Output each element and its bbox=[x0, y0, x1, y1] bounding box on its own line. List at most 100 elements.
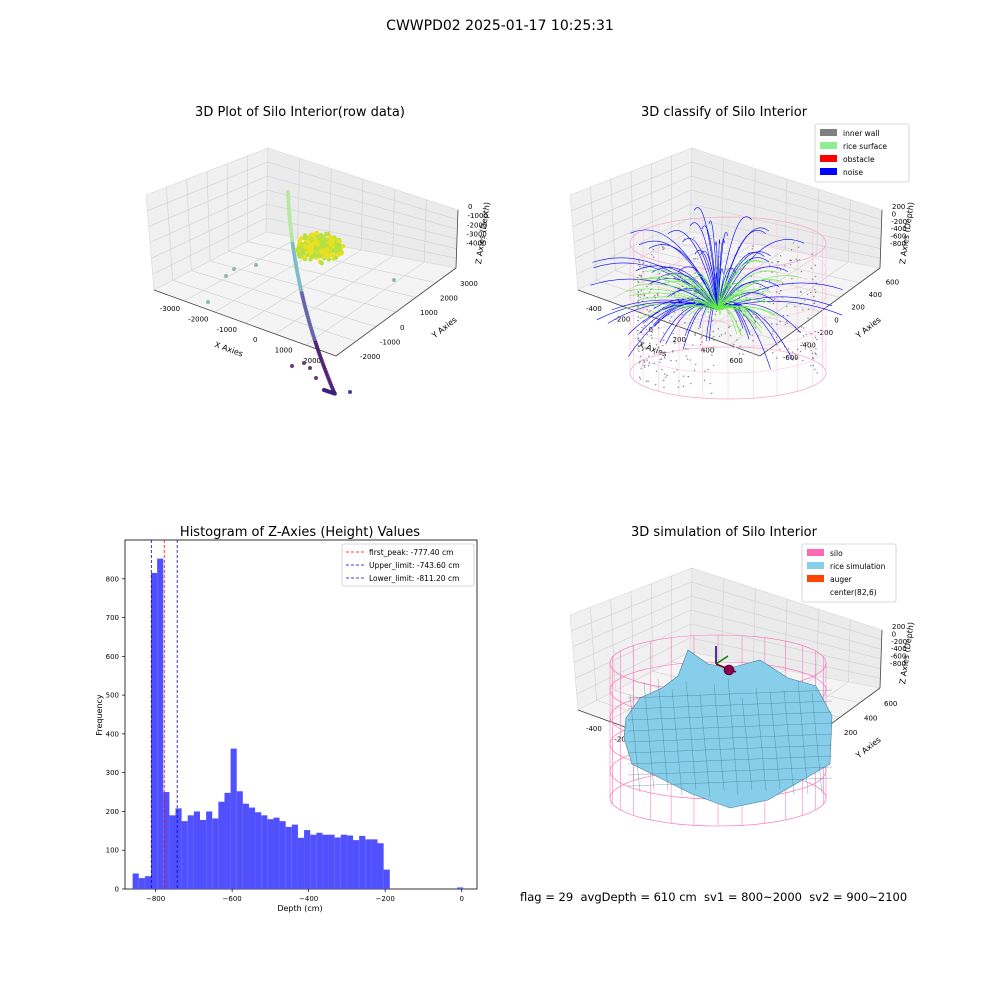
data-point bbox=[330, 248, 336, 253]
data-point bbox=[314, 230, 319, 236]
z-axis-line bbox=[879, 629, 883, 689]
histogram-bar bbox=[151, 572, 158, 889]
data-point bbox=[637, 302, 640, 305]
y-tick-label: 100 bbox=[106, 847, 119, 855]
data-point bbox=[814, 291, 817, 294]
rice-line bbox=[717, 260, 761, 311]
data-point bbox=[693, 258, 695, 260]
y-tick-label: -600 bbox=[783, 354, 799, 362]
rice-line bbox=[665, 274, 719, 311]
data-point bbox=[299, 246, 304, 251]
y-tick-label: 1000 bbox=[420, 309, 438, 317]
rice-line bbox=[692, 272, 719, 311]
data-point bbox=[811, 356, 814, 359]
histogram-bar bbox=[144, 876, 152, 889]
data-point bbox=[659, 358, 661, 361]
data-point bbox=[724, 332, 726, 335]
data-point bbox=[754, 316, 757, 318]
panel-title: 3D simulation of Silo Interior bbox=[631, 525, 818, 540]
noise-line bbox=[693, 207, 719, 311]
grid-line bbox=[152, 217, 267, 275]
data-point bbox=[650, 264, 652, 266]
data-point bbox=[640, 331, 643, 334]
data-point bbox=[799, 303, 801, 306]
data-point bbox=[673, 371, 675, 373]
noise-line bbox=[667, 230, 719, 311]
data-point bbox=[752, 339, 754, 342]
data-point bbox=[693, 237, 695, 239]
data-point bbox=[805, 333, 807, 336]
data-point bbox=[320, 248, 326, 253]
data-point bbox=[639, 265, 641, 268]
data-point bbox=[742, 353, 744, 355]
data-point bbox=[813, 295, 815, 298]
data-point bbox=[658, 346, 660, 348]
data-point bbox=[254, 263, 258, 267]
y-tick-label: 400 bbox=[106, 730, 119, 738]
data-point bbox=[676, 369, 678, 371]
y-tick-label: 600 bbox=[886, 279, 899, 287]
data-point bbox=[302, 243, 308, 248]
y-axis-line bbox=[335, 267, 457, 357]
data-point bbox=[779, 269, 782, 271]
mesh-line bbox=[629, 694, 641, 792]
histogram-bar bbox=[328, 834, 335, 889]
data-point bbox=[638, 350, 640, 352]
data-point bbox=[648, 311, 650, 313]
data-point bbox=[328, 234, 333, 240]
data-point bbox=[804, 348, 806, 350]
data-point bbox=[672, 332, 674, 335]
data-point bbox=[814, 288, 816, 291]
data-point bbox=[786, 322, 788, 325]
data-point bbox=[681, 313, 683, 316]
data-point bbox=[637, 281, 640, 283]
data-point bbox=[749, 297, 751, 300]
data-point bbox=[711, 337, 713, 339]
data-point bbox=[685, 355, 688, 357]
data-point bbox=[718, 335, 721, 338]
rice-line bbox=[717, 305, 721, 315]
histogram-bar bbox=[248, 807, 256, 889]
data-point bbox=[300, 250, 306, 256]
data-point bbox=[739, 345, 741, 348]
data-point bbox=[643, 294, 646, 297]
data-point bbox=[670, 316, 673, 318]
data-point bbox=[314, 247, 319, 253]
data-point bbox=[333, 255, 339, 260]
rice-line bbox=[621, 303, 719, 311]
z-tick-label: -600 bbox=[890, 653, 906, 661]
data-point bbox=[695, 363, 697, 366]
data-point bbox=[729, 334, 732, 337]
data-point bbox=[642, 364, 644, 366]
legend-label: center(82,6) bbox=[830, 588, 877, 597]
data-point bbox=[643, 293, 646, 296]
noise-line bbox=[717, 266, 789, 311]
data-point bbox=[232, 267, 236, 271]
y-tick-label: 200 bbox=[844, 729, 857, 737]
data-point bbox=[810, 349, 812, 352]
z-tick-label: -200 bbox=[891, 218, 907, 226]
data-point bbox=[771, 351, 774, 354]
data-point bbox=[308, 366, 312, 370]
data-point bbox=[337, 242, 342, 248]
data-point bbox=[653, 353, 656, 355]
data-point bbox=[319, 245, 324, 250]
data-point bbox=[776, 323, 778, 325]
data-point bbox=[810, 365, 812, 367]
data-point bbox=[662, 352, 664, 354]
data-point bbox=[712, 330, 714, 333]
mesh-line bbox=[741, 697, 753, 790]
mesh-line bbox=[811, 692, 823, 794]
histogram-bar bbox=[377, 843, 384, 889]
histogram-xlabel: Depth (cm) bbox=[277, 904, 322, 913]
legend-label: rice surface bbox=[843, 142, 887, 151]
data-point bbox=[700, 337, 702, 339]
data-point bbox=[739, 329, 742, 331]
mesh-line bbox=[643, 682, 655, 790]
data-point bbox=[639, 344, 642, 346]
data-point bbox=[713, 364, 715, 367]
data-point bbox=[664, 373, 666, 375]
data-point bbox=[687, 348, 689, 350]
y-tick-label: 700 bbox=[106, 614, 119, 622]
